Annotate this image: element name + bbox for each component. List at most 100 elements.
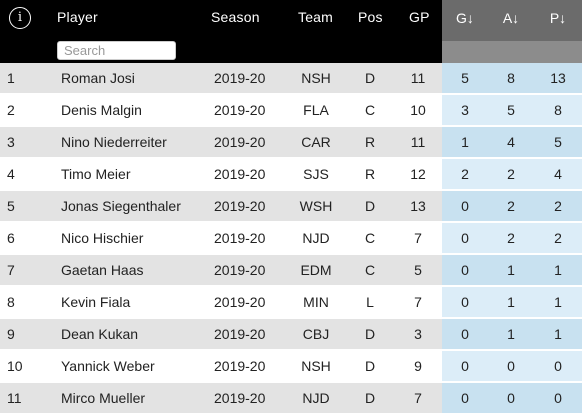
table-row[interactable]: 10 Yannick Weber 2019-20 NSH D 9 0 0 0 [0, 351, 582, 383]
gp-cell: 5 [414, 262, 422, 278]
table-row[interactable]: 11 Mirco Mueller 2019-20 NJD D 7 0 0 0 [0, 383, 582, 415]
team-cell: NJD [302, 390, 330, 406]
pos-cell: R [364, 134, 376, 150]
player-cell[interactable]: Roman Josi [61, 70, 135, 86]
team-cell: FLA [303, 102, 329, 118]
assists-cell: 0 [488, 351, 534, 381]
assists-cell: 1 [488, 319, 534, 349]
points-cell: 1 [534, 255, 582, 285]
column-header-p-label: P↓ [549, 10, 567, 26]
rank-cell: 2 [7, 102, 15, 118]
player-cell[interactable]: Mirco Mueller [61, 390, 146, 406]
header-fill [488, 41, 534, 63]
season-cell: 2019-20 [214, 390, 266, 406]
player-cell[interactable]: Timo Meier [61, 166, 131, 182]
player-cell[interactable]: Yannick Weber [61, 358, 155, 374]
rank-cell: 10 [7, 358, 23, 374]
gp-cell: 7 [414, 294, 422, 310]
column-header-g[interactable]: G↓ [442, 0, 488, 41]
assists-cell: 8 [488, 63, 534, 93]
info-icon[interactable]: i [9, 7, 31, 29]
rank-cell: 4 [7, 166, 15, 182]
rank-cell: 6 [7, 230, 15, 246]
season-cell: 2019-20 [214, 230, 266, 246]
assists-cell: 5 [488, 95, 534, 125]
goals-cell: 1 [442, 127, 488, 157]
column-header-player[interactable]: Player [57, 9, 98, 25]
goals-cell: 0 [442, 383, 488, 413]
points-cell: 1 [534, 319, 582, 349]
rank-cell: 8 [7, 294, 15, 310]
column-header-a[interactable]: A↓ [488, 0, 534, 41]
points-cell: 5 [534, 127, 582, 157]
rank-cell: 7 [7, 262, 15, 278]
season-cell: 2019-20 [214, 326, 266, 342]
gp-cell: 3 [414, 326, 422, 342]
team-cell: WSH [299, 198, 333, 214]
gp-cell: 13 [410, 198, 426, 214]
season-cell: 2019-20 [214, 198, 266, 214]
table-body: 1 Roman Josi 2019-20 NSH D 11 5 8 13 2 Denis Malgi… [0, 63, 582, 415]
column-header-p[interactable]: P↓ [534, 0, 582, 41]
assists-cell: 1 [488, 287, 534, 317]
table-row[interactable]: 1 Roman Josi 2019-20 NSH D 11 5 8 13 [0, 63, 582, 95]
gp-cell: 11 [410, 70, 426, 86]
column-header-season[interactable]: Season [211, 9, 260, 25]
season-cell: 2019-20 [214, 102, 266, 118]
pos-cell: D [364, 198, 376, 214]
team-cell: CBJ [302, 326, 330, 342]
player-cell[interactable]: Gaetan Haas [61, 262, 144, 278]
points-cell: 8 [534, 95, 582, 125]
column-header-gp[interactable]: GP [409, 9, 430, 25]
season-cell: 2019-20 [214, 70, 266, 86]
rank-cell: 11 [7, 390, 22, 406]
gp-cell: 12 [410, 166, 426, 182]
goals-cell: 5 [442, 63, 488, 93]
goals-cell: 0 [442, 223, 488, 253]
gp-cell: 9 [414, 358, 422, 374]
assists-cell: 0 [488, 383, 534, 413]
player-cell[interactable]: Jonas Siegenthaler [61, 198, 181, 214]
table-row[interactable]: 9 Dean Kukan 2019-20 CBJ D 3 0 1 1 [0, 319, 582, 351]
player-cell[interactable]: Nino Niederreiter [61, 134, 167, 150]
points-cell: 13 [534, 63, 582, 93]
table-row[interactable]: 5 Jonas Siegenthaler 2019-20 WSH D 13 0 2 2 [0, 191, 582, 223]
table-row[interactable]: 7 Gaetan Haas 2019-20 EDM C 5 0 1 1 [0, 255, 582, 287]
points-cell: 1 [534, 287, 582, 317]
season-cell: 2019-20 [214, 262, 266, 278]
pos-cell: C [364, 230, 376, 246]
assists-cell: 1 [488, 255, 534, 285]
season-cell: 2019-20 [214, 134, 266, 150]
table-row[interactable]: 8 Kevin Fiala 2019-20 MIN L 7 0 1 1 [0, 287, 582, 319]
rank-cell: 1 [7, 70, 15, 86]
team-cell: NSH [301, 70, 331, 86]
gp-cell: 7 [414, 230, 422, 246]
season-cell: 2019-20 [214, 166, 266, 182]
pos-cell: D [364, 70, 376, 86]
table-row[interactable]: 6 Nico Hischier 2019-20 NJD C 7 0 2 2 [0, 223, 582, 255]
table-row[interactable]: 4 Timo Meier 2019-20 SJS R 12 2 2 4 [0, 159, 582, 191]
assists-cell: 2 [488, 159, 534, 189]
pos-cell: D [364, 390, 376, 406]
player-cell[interactable]: Kevin Fiala [61, 294, 131, 310]
points-cell: 2 [534, 191, 582, 221]
table-row[interactable]: 3 Nino Niederreiter 2019-20 CAR R 11 1 4 5 [0, 127, 582, 159]
points-cell: 4 [534, 159, 582, 189]
column-header-g-label: G↓ [456, 10, 474, 26]
header-fill [534, 41, 582, 63]
column-header-team[interactable]: Team [298, 9, 334, 25]
pos-cell: L [366, 294, 374, 310]
table-row[interactable]: 2 Denis Malgin 2019-20 FLA C 10 3 5 8 [0, 95, 582, 127]
search-input[interactable] [57, 41, 176, 60]
gp-cell: 7 [414, 390, 422, 406]
player-cell[interactable]: Nico Hischier [61, 230, 144, 246]
header-fill [442, 41, 488, 63]
pos-cell: C [364, 262, 376, 278]
player-cell[interactable]: Dean Kukan [61, 326, 139, 342]
points-cell: 2 [534, 223, 582, 253]
column-header-pos[interactable]: Pos [358, 9, 383, 25]
table-header: i Player Season Team Pos GP G↓ A↓ P↓ [0, 0, 582, 63]
team-cell: NJD [302, 230, 330, 246]
player-cell[interactable]: Denis Malgin [61, 102, 142, 118]
